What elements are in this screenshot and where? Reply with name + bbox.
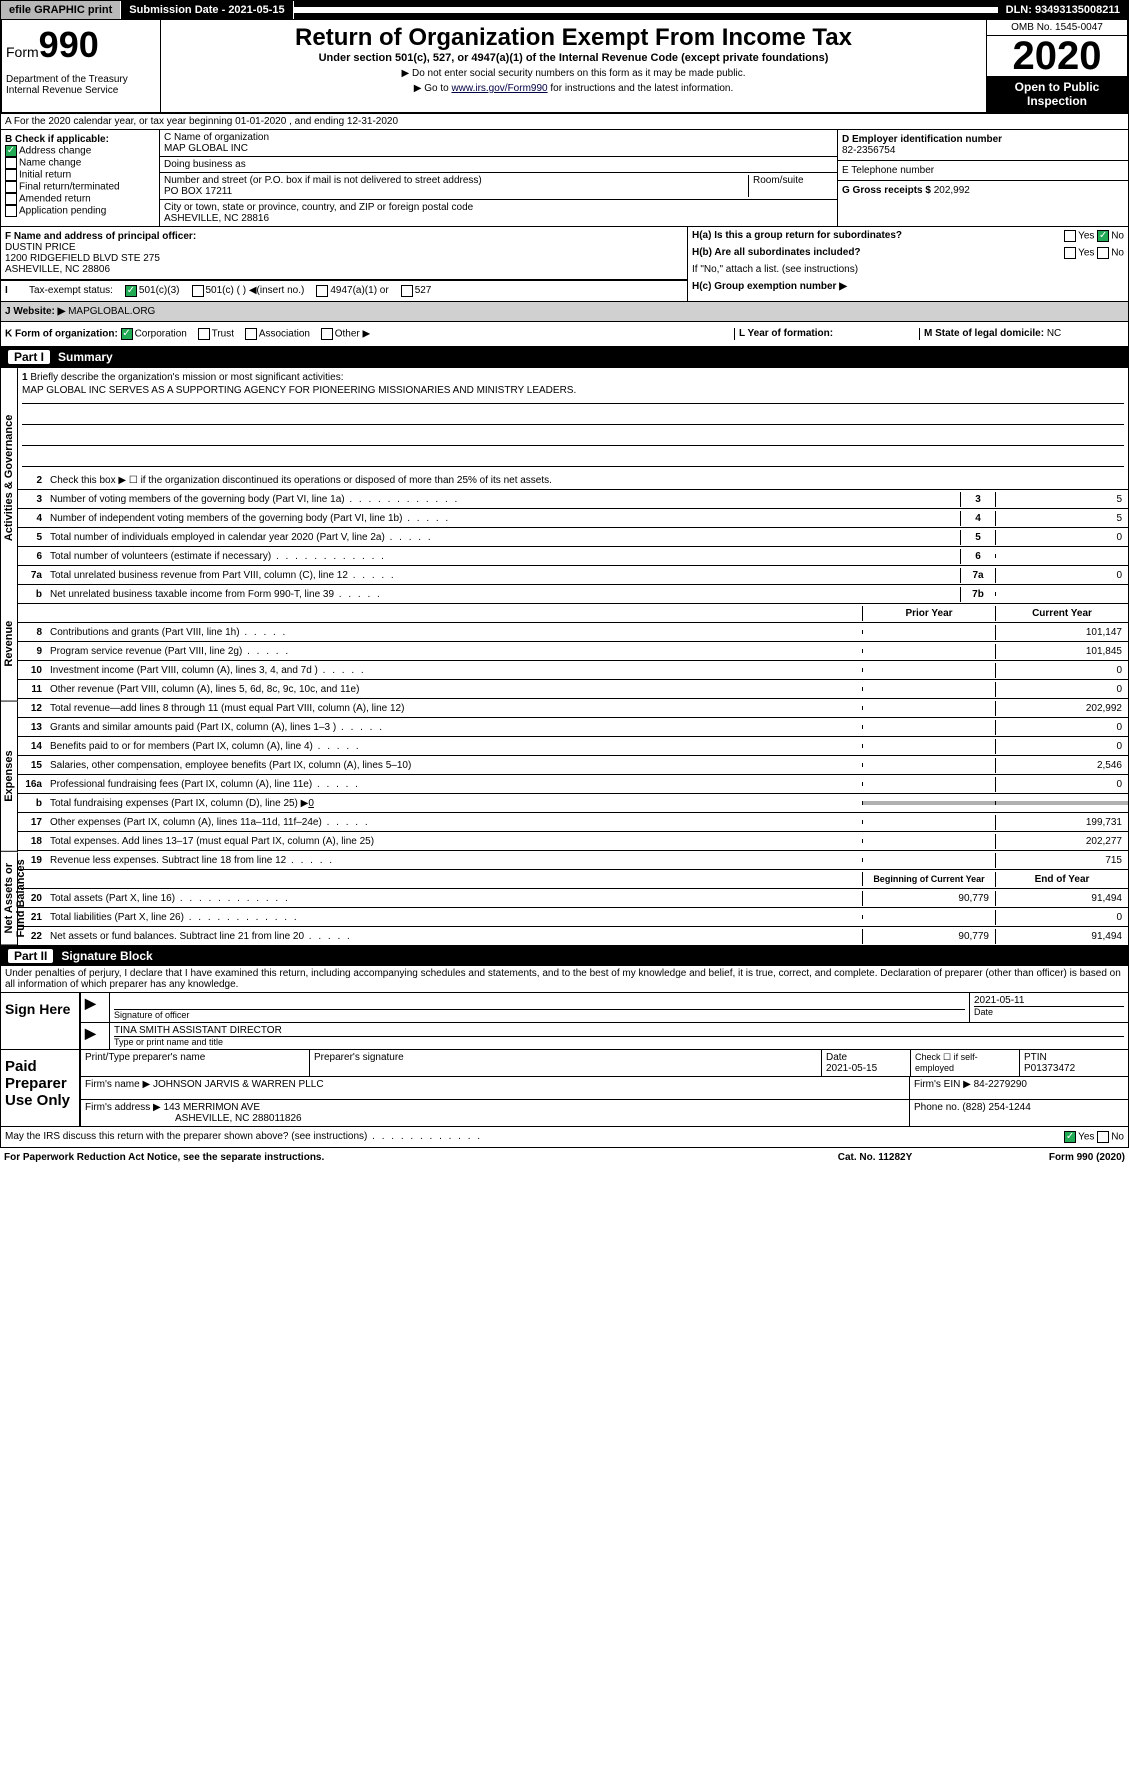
entity-block: B Check if applicable: Address change Na… [0,130,1129,227]
form-id: Form990 [6,24,156,66]
hb-yes[interactable] [1064,247,1076,259]
cy-9: 101,845 [995,644,1128,659]
officer-addr2: ASHEVILLE, NC 28806 [5,264,683,275]
part1-header: Part I Summary [0,347,1129,367]
submission-label: Submission Date - 2021-05-15 [121,1,293,19]
gross-receipts: 202,992 [934,185,970,196]
name-change-checkbox[interactable] [5,157,17,169]
penalties-text: Under penalties of perjury, I declare th… [0,966,1129,992]
domicile-state: NC [1047,328,1061,339]
exp-label: Expenses [1,702,18,852]
corp-checkbox[interactable] [121,328,133,340]
officer-name: DUSTIN PRICE [5,242,683,253]
row-k: K Form of organization: Corporation Trus… [0,322,1129,347]
cy-17: 199,731 [995,815,1128,830]
efile-label[interactable]: efile GRAPHIC print [1,1,121,19]
discuss-no[interactable] [1097,1131,1109,1143]
main-title: Return of Organization Exempt From Incom… [165,24,982,52]
gov-label: Activities & Governance [1,368,18,587]
by-20: 90,779 [862,891,995,906]
instruction-1: ▶ Do not enter social security numbers o… [165,68,982,79]
by-22: 90,779 [862,929,995,944]
box-c: C Name of organization MAP GLOBAL INC Do… [160,130,838,226]
trust-checkbox[interactable] [198,328,210,340]
cy-15: 2,546 [995,758,1128,773]
inspection-label: Open to Public Inspection [987,76,1127,112]
department-label: Department of the Treasury Internal Reve… [6,74,156,96]
instruction-2: ▶ Go to www.irs.gov/Form990 for instruct… [165,83,982,94]
ha-yes[interactable] [1064,230,1076,242]
ey-22: 91,494 [995,929,1128,944]
cy-10: 0 [995,663,1128,678]
val-7a: 0 [995,568,1128,583]
527-checkbox[interactable] [401,285,413,297]
irs-link[interactable]: www.irs.gov/Form990 [451,83,547,94]
cy-13: 0 [995,720,1128,735]
firm-name: JOHNSON JARVIS & WARREN PLLC [153,1079,324,1090]
officer-addr1: 1200 RIDGEFIELD BLVD STE 275 [5,253,683,264]
ha-no[interactable] [1097,230,1109,242]
firm-addr2: ASHEVILLE, NC 288011826 [175,1113,302,1124]
row-j: J Website: ▶ MAPGLOBAL.ORG [0,302,1129,322]
cy-19: 715 [995,853,1128,868]
right-column: D Employer identification number 82-2356… [838,130,1128,226]
by-21 [862,915,995,919]
lower-header: F Name and address of principal officer:… [0,227,1129,302]
ptin-value: P01373472 [1024,1063,1075,1074]
street-address: PO BOX 17211 [164,186,748,197]
cy-16a: 0 [995,777,1128,792]
501c3-checkbox[interactable] [125,285,137,297]
final-return-checkbox[interactable] [5,181,17,193]
cy-12: 202,992 [995,701,1128,716]
address-change-checkbox[interactable] [5,145,17,157]
net-label: Net Assets or Fund Balances [1,852,18,945]
form-header: Form990 Department of the Treasury Inter… [0,20,1129,114]
part2-header: Part II Signature Block [0,946,1129,966]
cy-14: 0 [995,739,1128,754]
amended-checkbox[interactable] [5,193,17,205]
sign-date: 2021-05-11 [974,995,1124,1006]
section-a: A For the 2020 calendar year, or tax yea… [0,114,1129,130]
firm-phone: (828) 254-1244 [962,1102,1030,1113]
sign-block: Sign Here ▶ Signature of officer 2021-05… [0,992,1129,1050]
final-footer: For Paperwork Reduction Act Notice, see … [0,1148,1129,1167]
ein-value: 82-2356754 [842,145,1124,156]
mission-text: MAP GLOBAL INC SERVES AS A SUPPORTING AG… [22,383,1124,404]
box-b: B Check if applicable: Address change Na… [1,130,160,226]
initial-return-checkbox[interactable] [5,169,17,181]
summary-body: Activities & Governance Revenue Expenses… [0,367,1129,946]
val-5: 0 [995,530,1128,545]
top-bar: efile GRAPHIC print Submission Date - 20… [0,0,1129,20]
val-4: 5 [995,511,1128,526]
officer-name-title: TINA SMITH ASSISTANT DIRECTOR [114,1025,1124,1036]
4947-checkbox[interactable] [316,285,328,297]
application-checkbox[interactable] [5,205,17,217]
val-7b [995,592,1128,596]
city-state-zip: ASHEVILLE, NC 28816 [164,213,833,224]
cy-8: 101,147 [995,625,1128,640]
ey-21: 0 [995,910,1128,925]
discuss-yes[interactable] [1064,1131,1076,1143]
website-value: MAPGLOBAL.ORG [68,306,155,317]
ey-20: 91,494 [995,891,1128,906]
val-3: 5 [995,492,1128,507]
discuss-row: May the IRS discuss this return with the… [0,1127,1129,1148]
org-name: MAP GLOBAL INC [164,143,833,154]
val-6 [995,554,1128,558]
firm-addr1: 143 MERRIMON AVE [164,1102,261,1113]
assoc-checkbox[interactable] [245,328,257,340]
cy-11: 0 [995,682,1128,697]
rev-label: Revenue [1,587,18,702]
dln-label: DLN: 93493135008211 [998,1,1128,19]
prep-date: 2021-05-15 [826,1063,877,1074]
firm-ein: 84-2279290 [974,1079,1027,1090]
cy-18: 202,277 [995,834,1128,849]
other-checkbox[interactable] [321,328,333,340]
subtitle: Under section 501(c), 527, or 4947(a)(1)… [165,52,982,64]
preparer-block: Paid Preparer Use Only Print/Type prepar… [0,1050,1129,1127]
501c-checkbox[interactable] [192,285,204,297]
tax-year: 2020 [987,36,1127,76]
hb-no[interactable] [1097,247,1109,259]
